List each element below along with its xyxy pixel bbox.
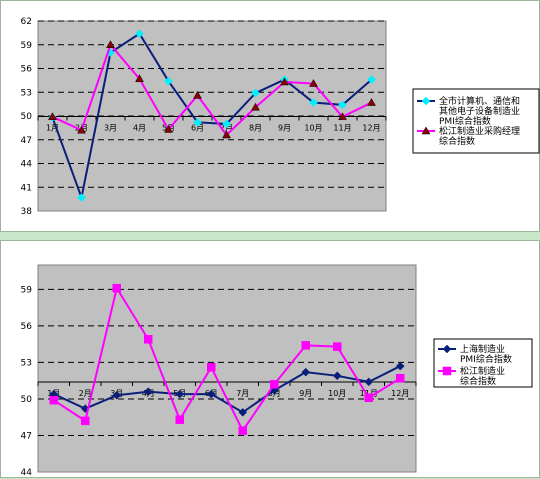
series-line-2 [53, 285, 401, 433]
y-tick-label: 47 [21, 431, 32, 441]
data-point-s1 [238, 407, 248, 417]
y-tick-label: 59 [21, 285, 33, 295]
data-point-s2 [112, 283, 121, 293]
y-tick-label: 38 [21, 207, 33, 217]
x-tick-label: 10月 [304, 124, 322, 133]
x-tick-label: 2月 [79, 389, 92, 398]
data-point-s2 [77, 125, 86, 134]
data-point-s2 [364, 393, 373, 402]
y-tick-label: 56 [21, 322, 33, 332]
legend-label: 全市计算机、通信和 [439, 95, 520, 107]
legend-label: 综合指数 [439, 135, 475, 147]
x-tick-label: 3月 [104, 124, 117, 133]
y-tick-label: 62 [21, 17, 32, 27]
chart-panel-bottom: 4447505356591月2月3月4月5月6月7月8月9月10月11月12月上… [0, 240, 540, 478]
data-point-s1 [175, 389, 185, 399]
data-point-s1 [222, 119, 231, 129]
y-tick-label: 59 [21, 41, 33, 51]
x-tick-label: 9月 [278, 124, 291, 133]
y-tick-label: 47 [21, 136, 32, 146]
legend-swatch-marker [421, 126, 431, 135]
x-tick-label: 7月 [236, 389, 249, 398]
data-point-s2 [144, 335, 153, 344]
data-point-s2 [309, 79, 318, 87]
series-line-1 [51, 32, 373, 202]
data-point-s2 [238, 426, 247, 435]
legend-label: PMI综合指数 [460, 353, 512, 365]
data-point-s2 [338, 112, 347, 121]
y-tick-label: 44 [21, 468, 33, 478]
legend-label: 松江制造业采购经理 [439, 125, 520, 137]
y-tick-label: 50 [21, 112, 33, 122]
data-point-s1 [338, 100, 347, 110]
data-point-s1 [143, 387, 153, 396]
legend-label: 上海制造业 [460, 343, 505, 355]
x-tick-label: 11月 [333, 124, 351, 133]
data-point-s2 [106, 40, 115, 48]
y-tick-label: 53 [21, 88, 32, 98]
data-point-s2 [333, 342, 342, 351]
data-point-s2 [193, 90, 202, 99]
x-tick-label: 8月 [249, 124, 262, 133]
x-tick-label: 9月 [299, 389, 312, 398]
plot-area [37, 264, 417, 473]
data-point-s2 [207, 363, 216, 372]
data-point-s2 [251, 102, 260, 111]
legend-label: 松江制造业 [460, 365, 505, 377]
legend-box [433, 338, 533, 388]
data-point-s2 [135, 74, 144, 83]
data-point-s1 [206, 389, 216, 399]
data-point-s1 [364, 377, 374, 387]
data-point-s2 [301, 341, 310, 350]
legend-box [412, 88, 540, 154]
data-point-s2 [49, 395, 58, 405]
x-tick-label: 12月 [391, 389, 409, 398]
data-point-s1 [309, 98, 318, 107]
legend-swatch-marker [442, 366, 452, 376]
data-point-s2 [367, 98, 376, 106]
legend-label: PMI综合指数 [439, 115, 491, 127]
series-line-2 [52, 42, 372, 137]
y-tick-label: 41 [21, 183, 32, 193]
chart-panel-top: 3841444750535659621月2月3月4月5月6月7月8月9月10月1… [0, 0, 540, 232]
y-tick-label: 50 [21, 395, 33, 405]
data-point-s2 [164, 124, 173, 133]
chart-bottom: 4447505356591月2月3月4月5月6月7月8月9月10月11月12月上… [21, 264, 533, 478]
x-tick-label: 4月 [133, 124, 146, 133]
data-point-s2 [48, 112, 57, 121]
legend-swatch-marker [442, 344, 452, 354]
data-point-s1 [164, 76, 173, 86]
series-line-1 [53, 365, 401, 414]
data-point-s1 [367, 75, 376, 84]
legend-label: 其他电子设备制造业 [439, 105, 520, 117]
y-tick-label: 44 [21, 160, 33, 170]
data-point-s2 [270, 380, 279, 389]
x-tick-label: 12月 [362, 124, 380, 133]
x-tick-label: 10月 [328, 389, 346, 398]
data-point-s2 [81, 416, 90, 426]
data-point-s2 [222, 130, 231, 139]
data-point-s1 [112, 390, 122, 400]
data-point-s1 [395, 361, 405, 371]
data-point-s2 [280, 77, 289, 86]
data-point-s2 [175, 415, 184, 424]
legend-swatch-marker [421, 96, 431, 106]
x-tick-label: 1月 [46, 124, 59, 133]
legend-label: 综合指数 [460, 375, 496, 387]
data-point-s1 [77, 193, 86, 202]
x-tick-label: 6月 [191, 124, 204, 133]
data-point-s1 [135, 29, 144, 39]
y-tick-label: 53 [21, 358, 32, 368]
data-point-s1 [193, 117, 202, 127]
data-point-s1 [332, 371, 342, 381]
data-point-s2 [396, 373, 405, 383]
chart-top: 3841444750535659621月2月3月4月5月6月7月8月9月10月1… [21, 17, 540, 217]
data-point-s1 [301, 367, 311, 377]
y-tick-label: 56 [21, 65, 33, 75]
data-point-s1 [251, 88, 260, 98]
